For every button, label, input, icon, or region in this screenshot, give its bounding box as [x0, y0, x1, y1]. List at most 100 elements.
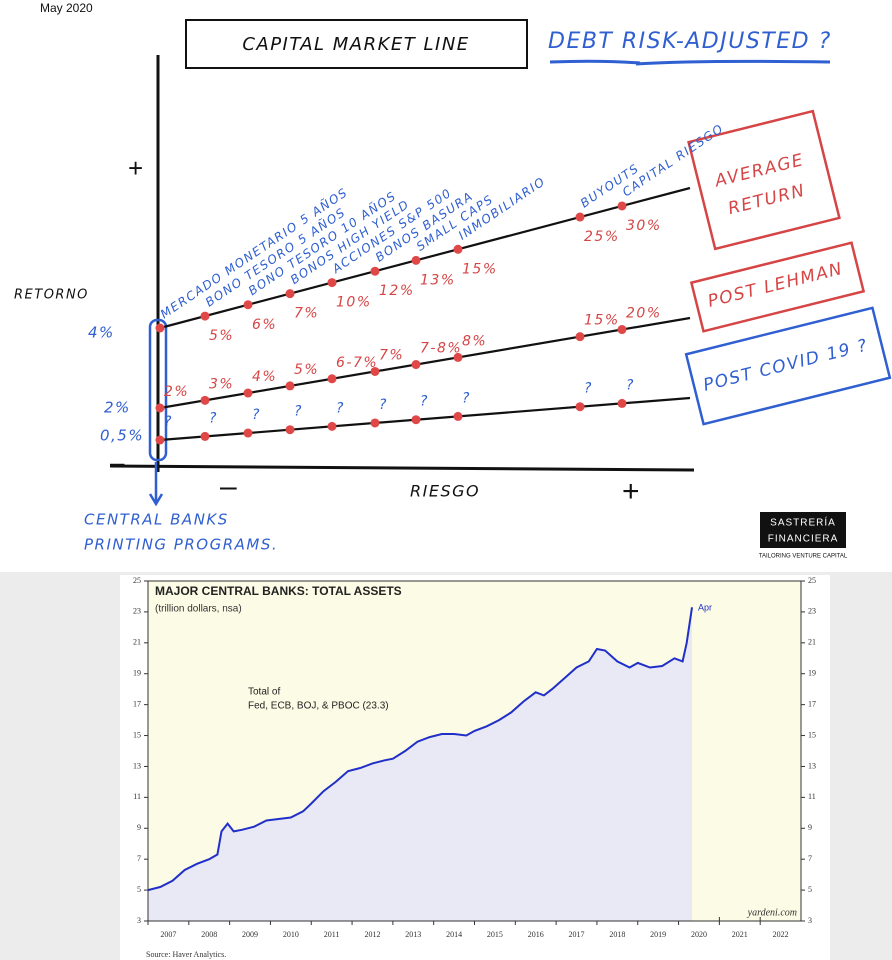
- x-tick-label: 2007: [160, 930, 176, 939]
- x-tick-label: 2008: [201, 930, 217, 939]
- watermark: yardeni.com: [747, 907, 797, 918]
- question: DEBT RISK-ADJUSTED ?: [548, 29, 832, 54]
- point-label: ?: [209, 410, 218, 426]
- point-label: 5%: [209, 328, 234, 344]
- y-tick-label: 25: [133, 576, 141, 585]
- line-dot: [243, 428, 253, 438]
- line-dot: [453, 411, 463, 421]
- series-line: [147, 607, 693, 892]
- annotation: Total of: [248, 687, 280, 698]
- line-dot: [327, 374, 337, 384]
- point-label: 7%: [379, 347, 404, 363]
- point-label: ?: [252, 407, 261, 423]
- line-dot: [285, 381, 295, 391]
- line-dot: [285, 425, 295, 435]
- x-tick-label: 2020: [691, 930, 707, 939]
- line-dot: [411, 360, 421, 370]
- sketch-title: CAPITAL MARKET LINE: [242, 34, 469, 55]
- x-tick-label: 2010: [283, 930, 299, 939]
- y-minus: –: [110, 447, 125, 477]
- logo-line: SASTRERÍA: [770, 516, 836, 529]
- logo-line: FINANCIERA: [768, 534, 839, 545]
- point-label: 7-8%: [420, 341, 462, 357]
- title-box: [185, 19, 528, 69]
- y-tick-label: 11: [133, 792, 141, 801]
- point-label: ?: [584, 381, 593, 397]
- y2-tick-label: 17: [808, 699, 816, 708]
- x-tick-label: 2014: [446, 930, 462, 939]
- point-label: 8%: [462, 333, 487, 349]
- y-tick-label: 19: [133, 669, 141, 678]
- line-dot: [370, 418, 380, 428]
- y-mark: 0,5%: [100, 427, 144, 445]
- y-mark: 4%: [88, 324, 115, 342]
- point-label: 6%: [252, 317, 277, 333]
- point-label: 4%: [252, 369, 277, 385]
- y2-tick-label: 25: [808, 576, 816, 585]
- y2-tick-label: 3: [808, 916, 812, 925]
- x-tick-label: 2016: [528, 930, 544, 939]
- y2-tick-label: 9: [808, 823, 812, 832]
- line-dot: [370, 266, 380, 276]
- line-dot: [243, 388, 253, 398]
- y-tick-label: 7: [137, 854, 141, 863]
- sketch-background: [0, 0, 892, 572]
- y-tick-label: 13: [133, 761, 141, 770]
- line-dot: [411, 415, 421, 425]
- point-label: 13%: [420, 272, 456, 288]
- x-tick-label: 2011: [324, 930, 340, 939]
- x-plus: +: [622, 475, 640, 508]
- x-tick-label: 2019: [650, 930, 666, 939]
- point-label: 15%: [584, 313, 620, 329]
- question-underline: [549, 59, 831, 66]
- line-dot: [155, 403, 165, 413]
- point-label: ?: [336, 400, 345, 416]
- x-tick-label: 2009: [242, 930, 258, 939]
- line-dot: [370, 366, 380, 376]
- x-tick-label: 2013: [405, 930, 421, 939]
- point-label: 5%: [294, 362, 319, 378]
- line-dot: [327, 278, 337, 288]
- x-axis: [109, 464, 695, 472]
- y2-tick-label: 23: [808, 607, 816, 616]
- x-tick-label: 2021: [732, 930, 748, 939]
- point-label: ?: [462, 390, 471, 406]
- point-label: 20%: [626, 306, 662, 322]
- x-tick-label: 2017: [569, 930, 585, 939]
- line-dot: [617, 325, 627, 335]
- plot-frame: [147, 580, 802, 922]
- point-label: 6-7%: [336, 355, 378, 371]
- line-dot: [575, 332, 585, 342]
- x-tick-label: 2018: [609, 930, 625, 939]
- y2-tick-label: 11: [808, 792, 816, 801]
- line-dot: [243, 300, 253, 310]
- x-label: RIESGO: [410, 482, 480, 501]
- end-label: Apr: [698, 602, 712, 612]
- point-label: 30%: [626, 218, 662, 234]
- y2-tick-label: 19: [808, 669, 816, 678]
- y-mark: 2%: [104, 399, 131, 417]
- y-tick-label: 15: [133, 730, 141, 739]
- line-dot: [617, 201, 627, 211]
- plot: 3 3 5 5 7 7 9 9 11 11 13 13 15 15 17 17 19 19 21 21 23 23 25 25…: [133, 576, 816, 939]
- point-label: 7%: [294, 306, 319, 322]
- x-tick-label: 2015: [487, 930, 503, 939]
- line-dot: [411, 255, 421, 265]
- y-tick-label: 9: [137, 823, 141, 832]
- annotation: Fed, ECB, BOJ, & PBOC (23.3): [248, 701, 389, 712]
- point-label: 12%: [379, 283, 415, 299]
- x-tick-label: 2012: [364, 930, 380, 939]
- line-dot: [575, 402, 585, 412]
- point-label: 25%: [584, 229, 620, 245]
- point-label: 2%: [164, 384, 189, 400]
- chart-title: MAJOR CENTRAL BANKS: TOTAL ASSETS: [155, 584, 402, 598]
- line-dot: [575, 212, 585, 222]
- point-label: ?: [164, 414, 173, 430]
- x-tick-label: 2022: [773, 930, 789, 939]
- y2-tick-label: 7: [808, 854, 812, 863]
- line-dot: [453, 244, 463, 254]
- point-label: ?: [294, 404, 303, 420]
- logo-box: [760, 512, 846, 548]
- y2-tick-label: 15: [808, 730, 816, 739]
